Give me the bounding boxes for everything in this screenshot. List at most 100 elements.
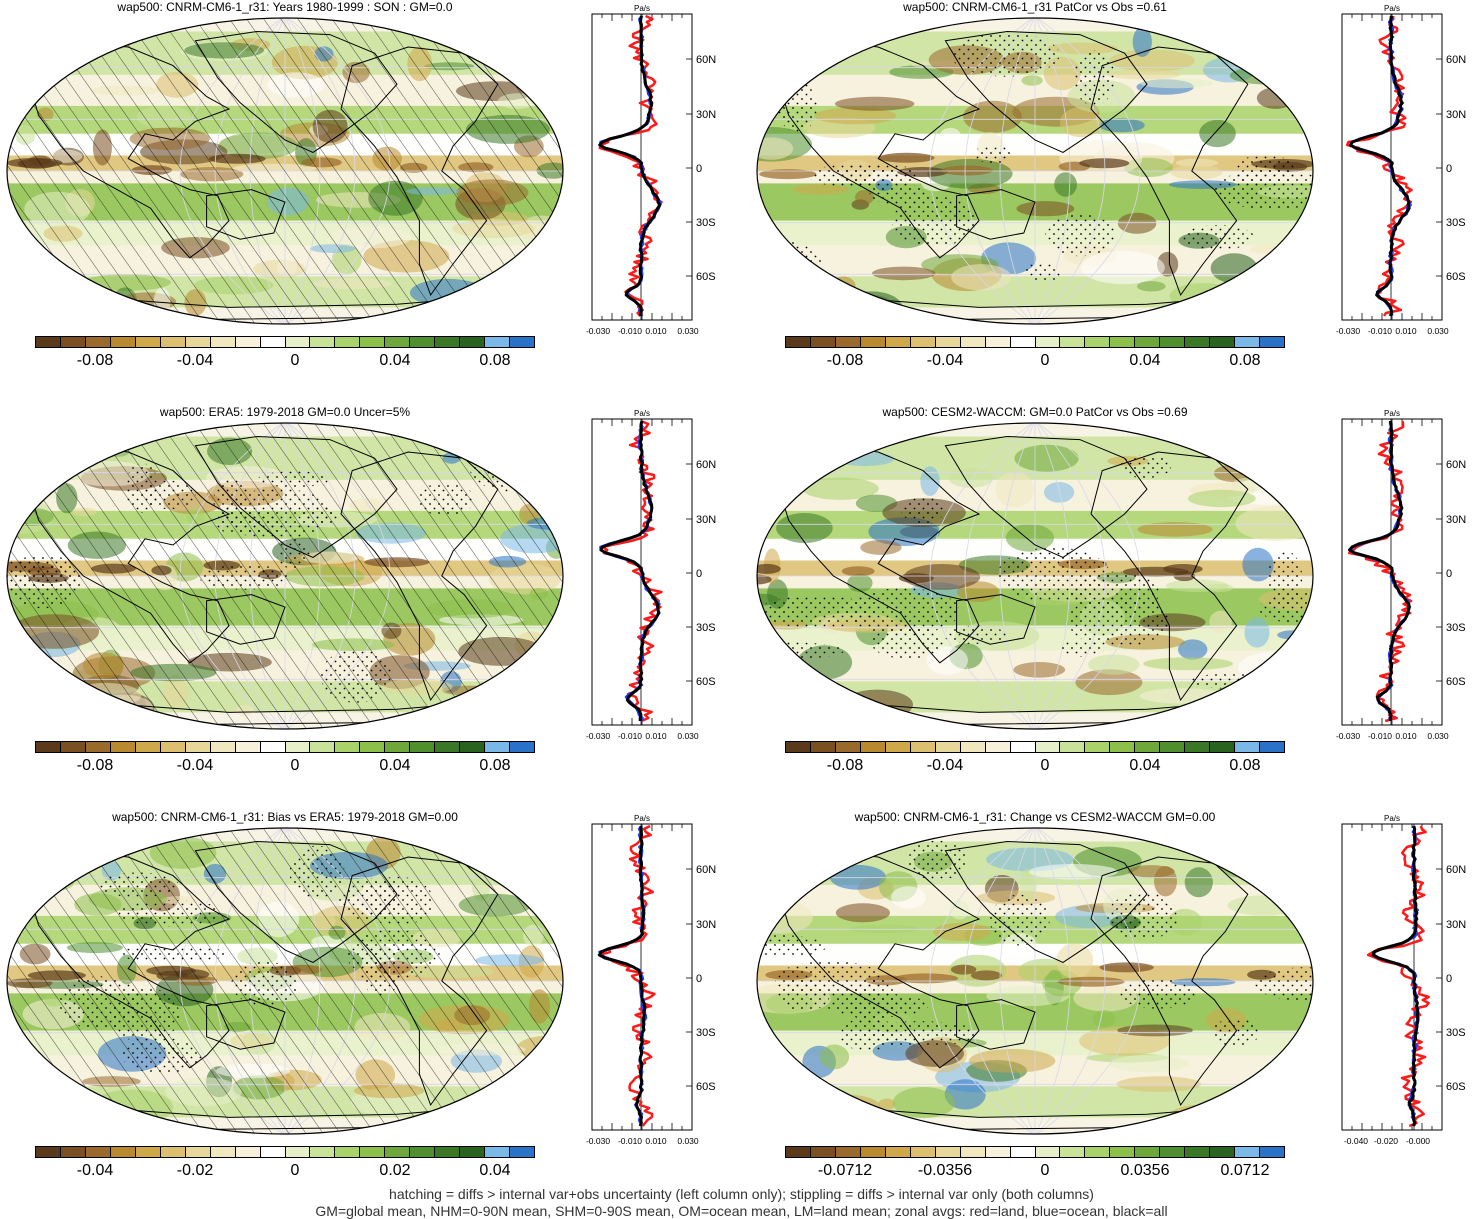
zonal-tick-label: 0.010 <box>645 731 667 741</box>
colorbar-swatch <box>160 742 186 752</box>
zonal-mean-plot-2: Pa/s 60N 30N 0 30S 60S -0.030 -0.010 0.010 0.030 <box>1336 4 1466 336</box>
colorbar-swatch <box>1160 1147 1186 1157</box>
colorbar-swatch <box>485 1147 511 1157</box>
colorbar-swatch <box>485 337 511 347</box>
lat-label: 0 <box>1446 163 1452 175</box>
zonal-frame <box>1341 823 1443 1131</box>
colorbar-swatch <box>285 742 311 752</box>
lat-label: 0 <box>1446 973 1452 985</box>
map <box>756 17 1314 325</box>
colorbar-swatch <box>36 337 61 347</box>
lat-label: 30S <box>696 1027 716 1039</box>
colorbar <box>785 741 1285 753</box>
land-mean-line <box>1345 15 1413 317</box>
colorbar-swatch <box>1060 742 1086 752</box>
colorbar-labels: -0.08 -0.04 0 0.04 0.08 <box>35 757 535 777</box>
colorbar-swatch <box>786 1147 811 1157</box>
colorbar-label: -0.0712 <box>817 1162 873 1179</box>
lat-label: 30N <box>696 919 716 931</box>
colorbar-swatch <box>210 742 236 752</box>
zonal-mean-plot-5: Pa/s 60N 30N 0 30S 60S -0.030 -0.010 0.010 0.030 <box>586 814 716 1146</box>
colorbar-swatch <box>60 742 86 752</box>
colorbar-swatch <box>1235 1147 1261 1157</box>
colorbar-label: 0.04 <box>479 1162 511 1179</box>
colorbar-swatch <box>885 1147 911 1157</box>
colorbar-label: 0.08 <box>479 352 511 369</box>
colorbar-swatch <box>910 742 936 752</box>
colorbar-swatch <box>310 337 336 347</box>
colorbar-swatch <box>310 1147 336 1157</box>
colorbar-swatch <box>385 337 411 347</box>
colorbar-swatch <box>510 742 535 752</box>
zonal-tick-label: -0.020 <box>1374 1136 1398 1146</box>
colorbar-swatch <box>1035 1147 1061 1157</box>
panel-4: wap500: CESM2-WACCM: GM=0.0 PatCor vs Ob… <box>755 405 1315 774</box>
lat-label: 60N <box>696 54 716 66</box>
lat-label: 30S <box>696 622 716 634</box>
colorbar-swatch <box>1110 1147 1136 1157</box>
lat-label: 30S <box>1446 217 1466 229</box>
zonal-units: Pa/s <box>634 4 650 13</box>
all-mean-line <box>599 420 661 721</box>
lat-label: 60N <box>1446 459 1466 471</box>
lat-label: 60S <box>696 676 716 688</box>
colorbar-swatch <box>335 337 361 347</box>
zonal-tick-label: 0.010 <box>1395 326 1417 336</box>
map <box>6 422 564 730</box>
lat-label: 30N <box>696 514 716 526</box>
colorbar-swatch <box>1260 1147 1285 1157</box>
colorbar-label: -0.04 <box>176 352 214 369</box>
zonal-tick-label: -0.010 <box>618 731 642 741</box>
colorbar-swatch <box>935 742 961 752</box>
colorbar-swatch <box>385 742 411 752</box>
colorbar-swatch <box>835 337 861 347</box>
colorbar-swatch <box>1010 742 1036 752</box>
colorbar-swatch <box>160 1147 186 1157</box>
colorbar-labels: -0.08 -0.04 0 0.04 0.08 <box>785 757 1285 777</box>
colorbar-label: 0.08 <box>1229 352 1261 369</box>
zonal-tick-label: -0.010 <box>618 1136 642 1146</box>
colorbar-swatch <box>985 742 1011 752</box>
colorbar-swatch <box>935 1147 961 1157</box>
colorbar-swatch <box>385 1147 411 1157</box>
colorbar-swatch <box>110 1147 136 1157</box>
zonal-units: Pa/s <box>1384 4 1400 13</box>
lat-label: 60N <box>1446 54 1466 66</box>
colorbar-swatch <box>160 337 186 347</box>
colorbar-swatch <box>285 1147 311 1157</box>
colorbar-swatch <box>1060 1147 1086 1157</box>
colorbar-swatch <box>1260 337 1285 347</box>
colorbar-swatch <box>860 1147 886 1157</box>
colorbar-swatch <box>435 1147 461 1157</box>
colorbar-swatch <box>135 742 161 752</box>
lat-label: 0 <box>696 163 702 175</box>
lat-label: 60S <box>696 1081 716 1093</box>
colorbar-label: -0.04 <box>76 1162 114 1179</box>
ocean-mean-line <box>599 420 661 722</box>
colorbar-swatch <box>185 742 211 752</box>
colorbar-swatch <box>1135 337 1161 347</box>
colorbar <box>35 336 535 348</box>
lat-label: 30N <box>1446 109 1466 121</box>
lat-label: 60N <box>696 864 716 876</box>
zonal-tick-label: -0.030 <box>586 731 610 741</box>
zonal-tick-label: 0.030 <box>677 1136 699 1146</box>
colorbar-swatch <box>260 742 286 752</box>
colorbar-swatch <box>135 337 161 347</box>
lat-label: 60S <box>1446 676 1466 688</box>
colorbar-swatch <box>1185 1147 1211 1157</box>
colorbar-swatch <box>410 337 436 347</box>
zonal-tick-label: -0.030 <box>586 1136 610 1146</box>
zonal-tick-label: 0.030 <box>1427 731 1449 741</box>
zonal-tick-label: -0.030 <box>1336 731 1360 741</box>
colorbar-swatch <box>786 337 811 347</box>
colorbar-label: -0.02 <box>176 1162 214 1179</box>
footer-line-2: GM=global mean, NHM=0-90N mean, SHM=0-90… <box>315 1203 1168 1219</box>
colorbar-swatch <box>835 1147 861 1157</box>
zonal-tick-label: 0.030 <box>677 326 699 336</box>
colorbar-swatch <box>435 742 461 752</box>
colorbar-swatch <box>1035 742 1061 752</box>
all-mean-line <box>1348 420 1411 722</box>
colorbar-label: 0.08 <box>479 757 511 774</box>
land-mean-line <box>1366 825 1430 1128</box>
